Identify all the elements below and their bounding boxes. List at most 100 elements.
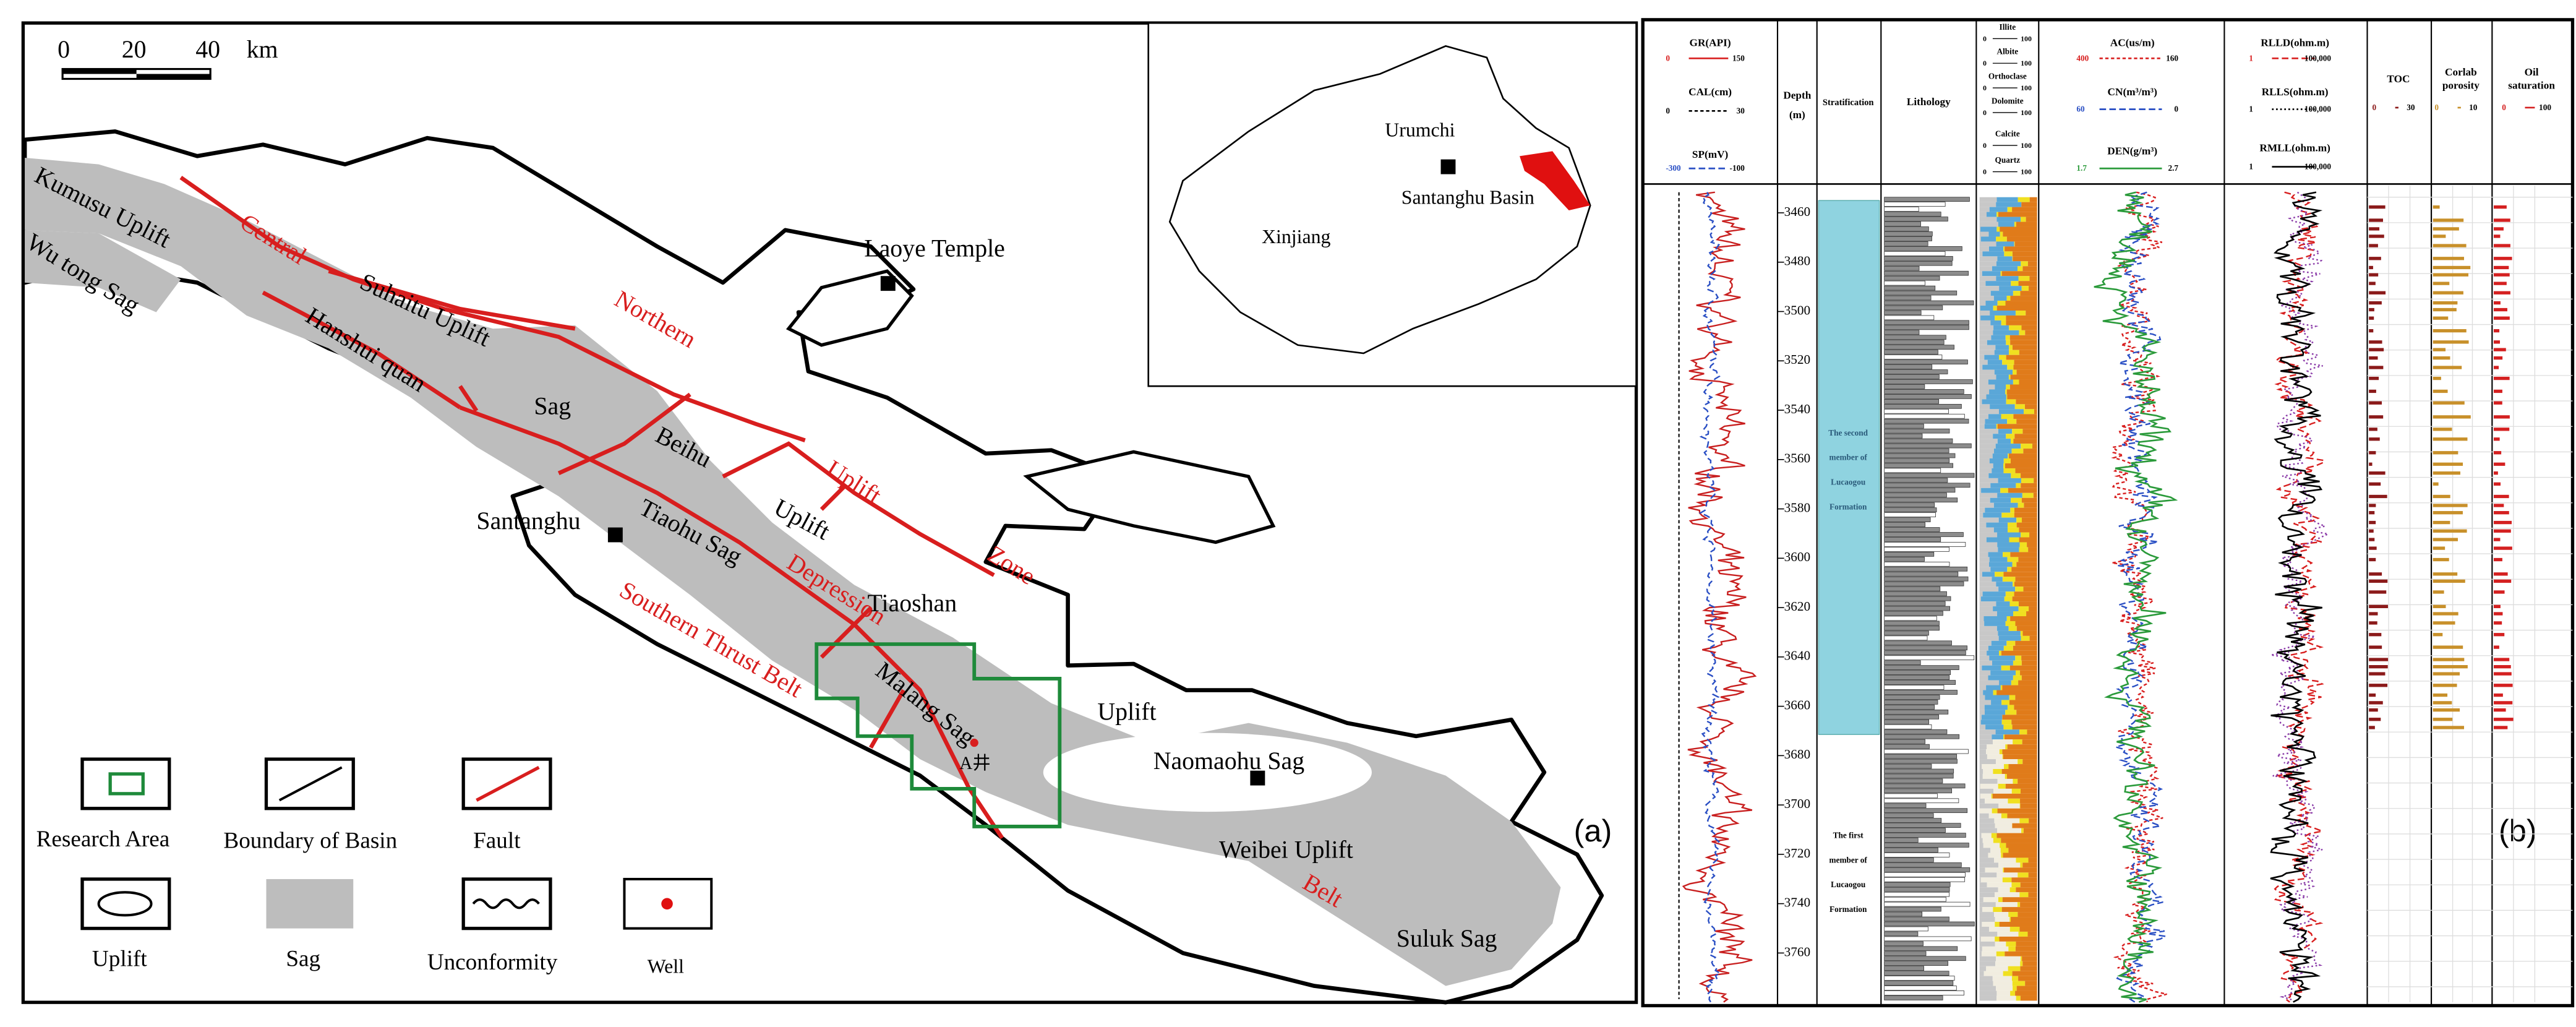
lithology-layer [1884, 744, 1930, 749]
mineral-band [1993, 838, 2001, 843]
porosity-bar [2433, 579, 2465, 583]
saturation-bar [2494, 604, 2501, 608]
mineral-band [1984, 424, 1996, 429]
mineral-band [2005, 246, 2037, 252]
member-label: Formation [1829, 905, 1867, 914]
porosity-bar [2433, 218, 2464, 222]
depth-tick-label: 3600 [1784, 549, 1810, 564]
mineral-band [1985, 301, 1998, 306]
mineral-band [2012, 345, 2037, 350]
mineral-band [2018, 912, 2037, 917]
saturation-bar [2494, 693, 2503, 697]
mineral-band [1979, 542, 1998, 548]
mineral-max: 100 [2021, 34, 2032, 43]
mineral-band [1997, 424, 2037, 429]
saturation-bar [2494, 579, 2512, 583]
saturation-bar [2494, 415, 2510, 419]
lithology-layer [1884, 818, 1942, 823]
mineral-band [2006, 394, 2008, 400]
mineral-band [2013, 439, 2037, 444]
mineral-band [1992, 453, 2008, 459]
mineral-band [1988, 552, 2003, 557]
mineral-band [1979, 502, 1994, 508]
mineral-band [1982, 764, 2005, 770]
mineral-band [2011, 473, 2021, 478]
mineral-band [1983, 690, 1993, 695]
mineral-band [1986, 537, 2009, 543]
mineral-band [1979, 739, 1993, 745]
mineral-band [2019, 542, 2027, 548]
lithology-layer [1884, 507, 1937, 513]
mineral-band [2003, 853, 2037, 858]
mineral-band [1979, 379, 1988, 385]
mineral-band [1979, 956, 1996, 961]
porosity-bar [2433, 227, 2459, 231]
mineral-band [2028, 892, 2037, 898]
mineral-band [2022, 429, 2037, 434]
porosity-bar [2433, 376, 2441, 380]
lithology-layer [1884, 660, 1921, 666]
mineral-band [1979, 700, 1992, 705]
mineral-band [1979, 444, 1996, 449]
inset-frame [1147, 22, 1637, 387]
mineral-band [2016, 369, 2037, 375]
mineral-band [1997, 532, 2021, 538]
mineral-band [1996, 306, 2037, 311]
lithology-layer [1884, 581, 1964, 587]
mineral-band [1979, 754, 1987, 760]
mineral-band [1979, 271, 1982, 277]
saturation-bar [2494, 718, 2514, 721]
lithology-layer [1884, 561, 1950, 567]
mineral-band [1979, 877, 1981, 883]
toc-bar [2369, 451, 2376, 455]
fault [179, 176, 806, 442]
lithology-layer [1884, 951, 1927, 956]
lithology-layer [1884, 399, 1940, 404]
mineral-band [1979, 301, 1986, 306]
legend-box [264, 757, 355, 810]
scale-segment [136, 74, 211, 79]
toc-bar [2369, 604, 2389, 608]
lithology-layer [1884, 921, 1975, 927]
porosity-bar [2433, 340, 2469, 344]
mineral-band [2012, 429, 2023, 434]
track-scale-min: 1 [2249, 162, 2253, 171]
mineral-band [2023, 449, 2037, 454]
saturation-bar [2494, 538, 2501, 541]
mineral-band [2008, 946, 2016, 952]
mineral-min: 0 [1983, 141, 1987, 150]
lithology-layer [1884, 896, 1946, 902]
lithology-layer [1884, 675, 1950, 680]
toc-bar [2369, 356, 2378, 360]
mineral-band [1979, 439, 1998, 444]
inset-marker [1440, 159, 1456, 174]
mineral-band [2007, 705, 2014, 710]
porosity-bar [2433, 504, 2468, 507]
mineral-band [1979, 587, 1999, 592]
mineral-band [1997, 256, 2013, 262]
lithology-layer [1884, 202, 1946, 207]
lithology-layer [1884, 478, 1948, 483]
legend-symbol [278, 766, 343, 802]
mineral-band [1993, 306, 1997, 311]
mineral-band [2012, 251, 2037, 257]
saturation-bar [2494, 389, 2502, 393]
track-scale-min: 1 [2249, 105, 2253, 114]
lithology-layer [1884, 423, 1924, 429]
mineral-band [1992, 976, 2012, 981]
mineral-max: 100 [2021, 108, 2032, 117]
mineral-band [1993, 769, 2002, 774]
mineral-band [2009, 453, 2037, 459]
lithology-layer [1884, 364, 1933, 369]
lithology-layer [1884, 260, 1953, 266]
map-label: Santanghu [476, 507, 580, 535]
track-scale-max: 30 [1737, 106, 1745, 115]
mineral-band [2014, 434, 2037, 439]
mineral-band [1988, 853, 2001, 858]
mineral-band [1990, 291, 2013, 296]
lithology-layer [1884, 739, 1925, 744]
mineral-band [1984, 355, 2000, 360]
mineral-band [1985, 798, 2008, 804]
inset-label: Xinjiang [1262, 226, 1331, 247]
mineral-band [2010, 340, 2037, 345]
